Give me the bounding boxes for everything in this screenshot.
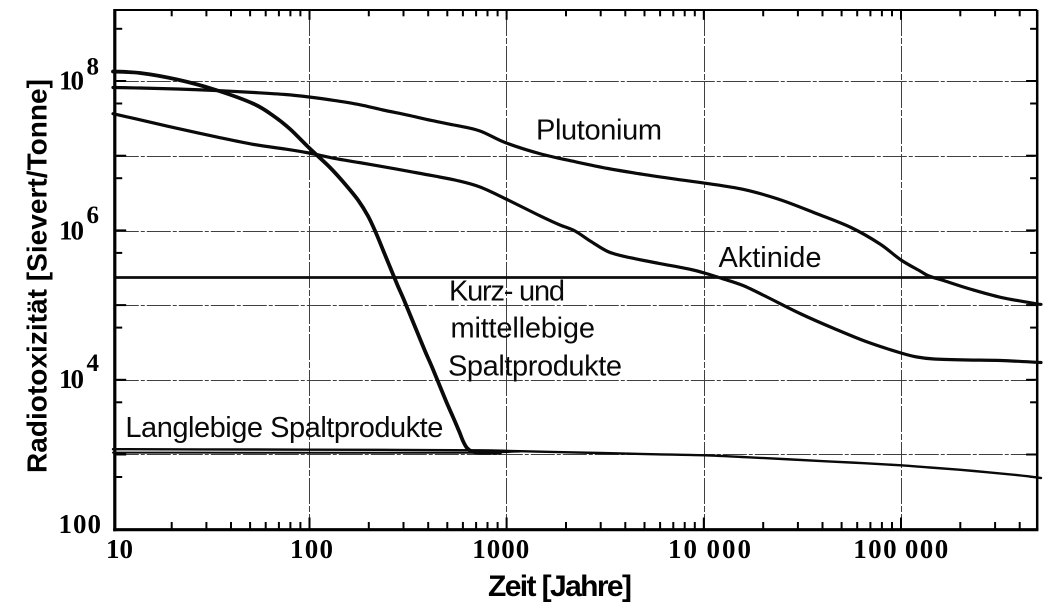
svg-text:100 000: 100 000 <box>853 534 948 564</box>
svg-text:10: 10 <box>59 216 84 246</box>
svg-text:100: 100 <box>59 509 102 539</box>
svg-text:10: 10 <box>106 534 133 564</box>
svg-text:10: 10 <box>59 364 84 394</box>
svg-text:6: 6 <box>87 202 100 229</box>
svg-text:Spaltprodukte: Spaltprodukte <box>448 351 622 383</box>
svg-text:Kurz- und: Kurz- und <box>449 276 565 308</box>
svg-text:4: 4 <box>87 350 100 377</box>
svg-text:Langlebige Spaltprodukte: Langlebige Spaltprodukte <box>125 412 443 444</box>
svg-text:Radiotoxizität [Sievert/Tonne]: Radiotoxizität [Sievert/Tonne] <box>22 79 53 473</box>
svg-text:100: 100 <box>290 534 333 564</box>
svg-text:10 000: 10 000 <box>668 534 751 564</box>
svg-text:10: 10 <box>59 66 84 96</box>
svg-text:Plutonium: Plutonium <box>536 115 662 147</box>
svg-text:1000: 1000 <box>472 534 529 564</box>
svg-text:mittellebige: mittellebige <box>451 313 596 345</box>
svg-text:Aktinide: Aktinide <box>719 242 822 274</box>
svg-text:8: 8 <box>87 54 100 81</box>
svg-text:Zeit [Jahre]: Zeit [Jahre] <box>488 570 632 603</box>
